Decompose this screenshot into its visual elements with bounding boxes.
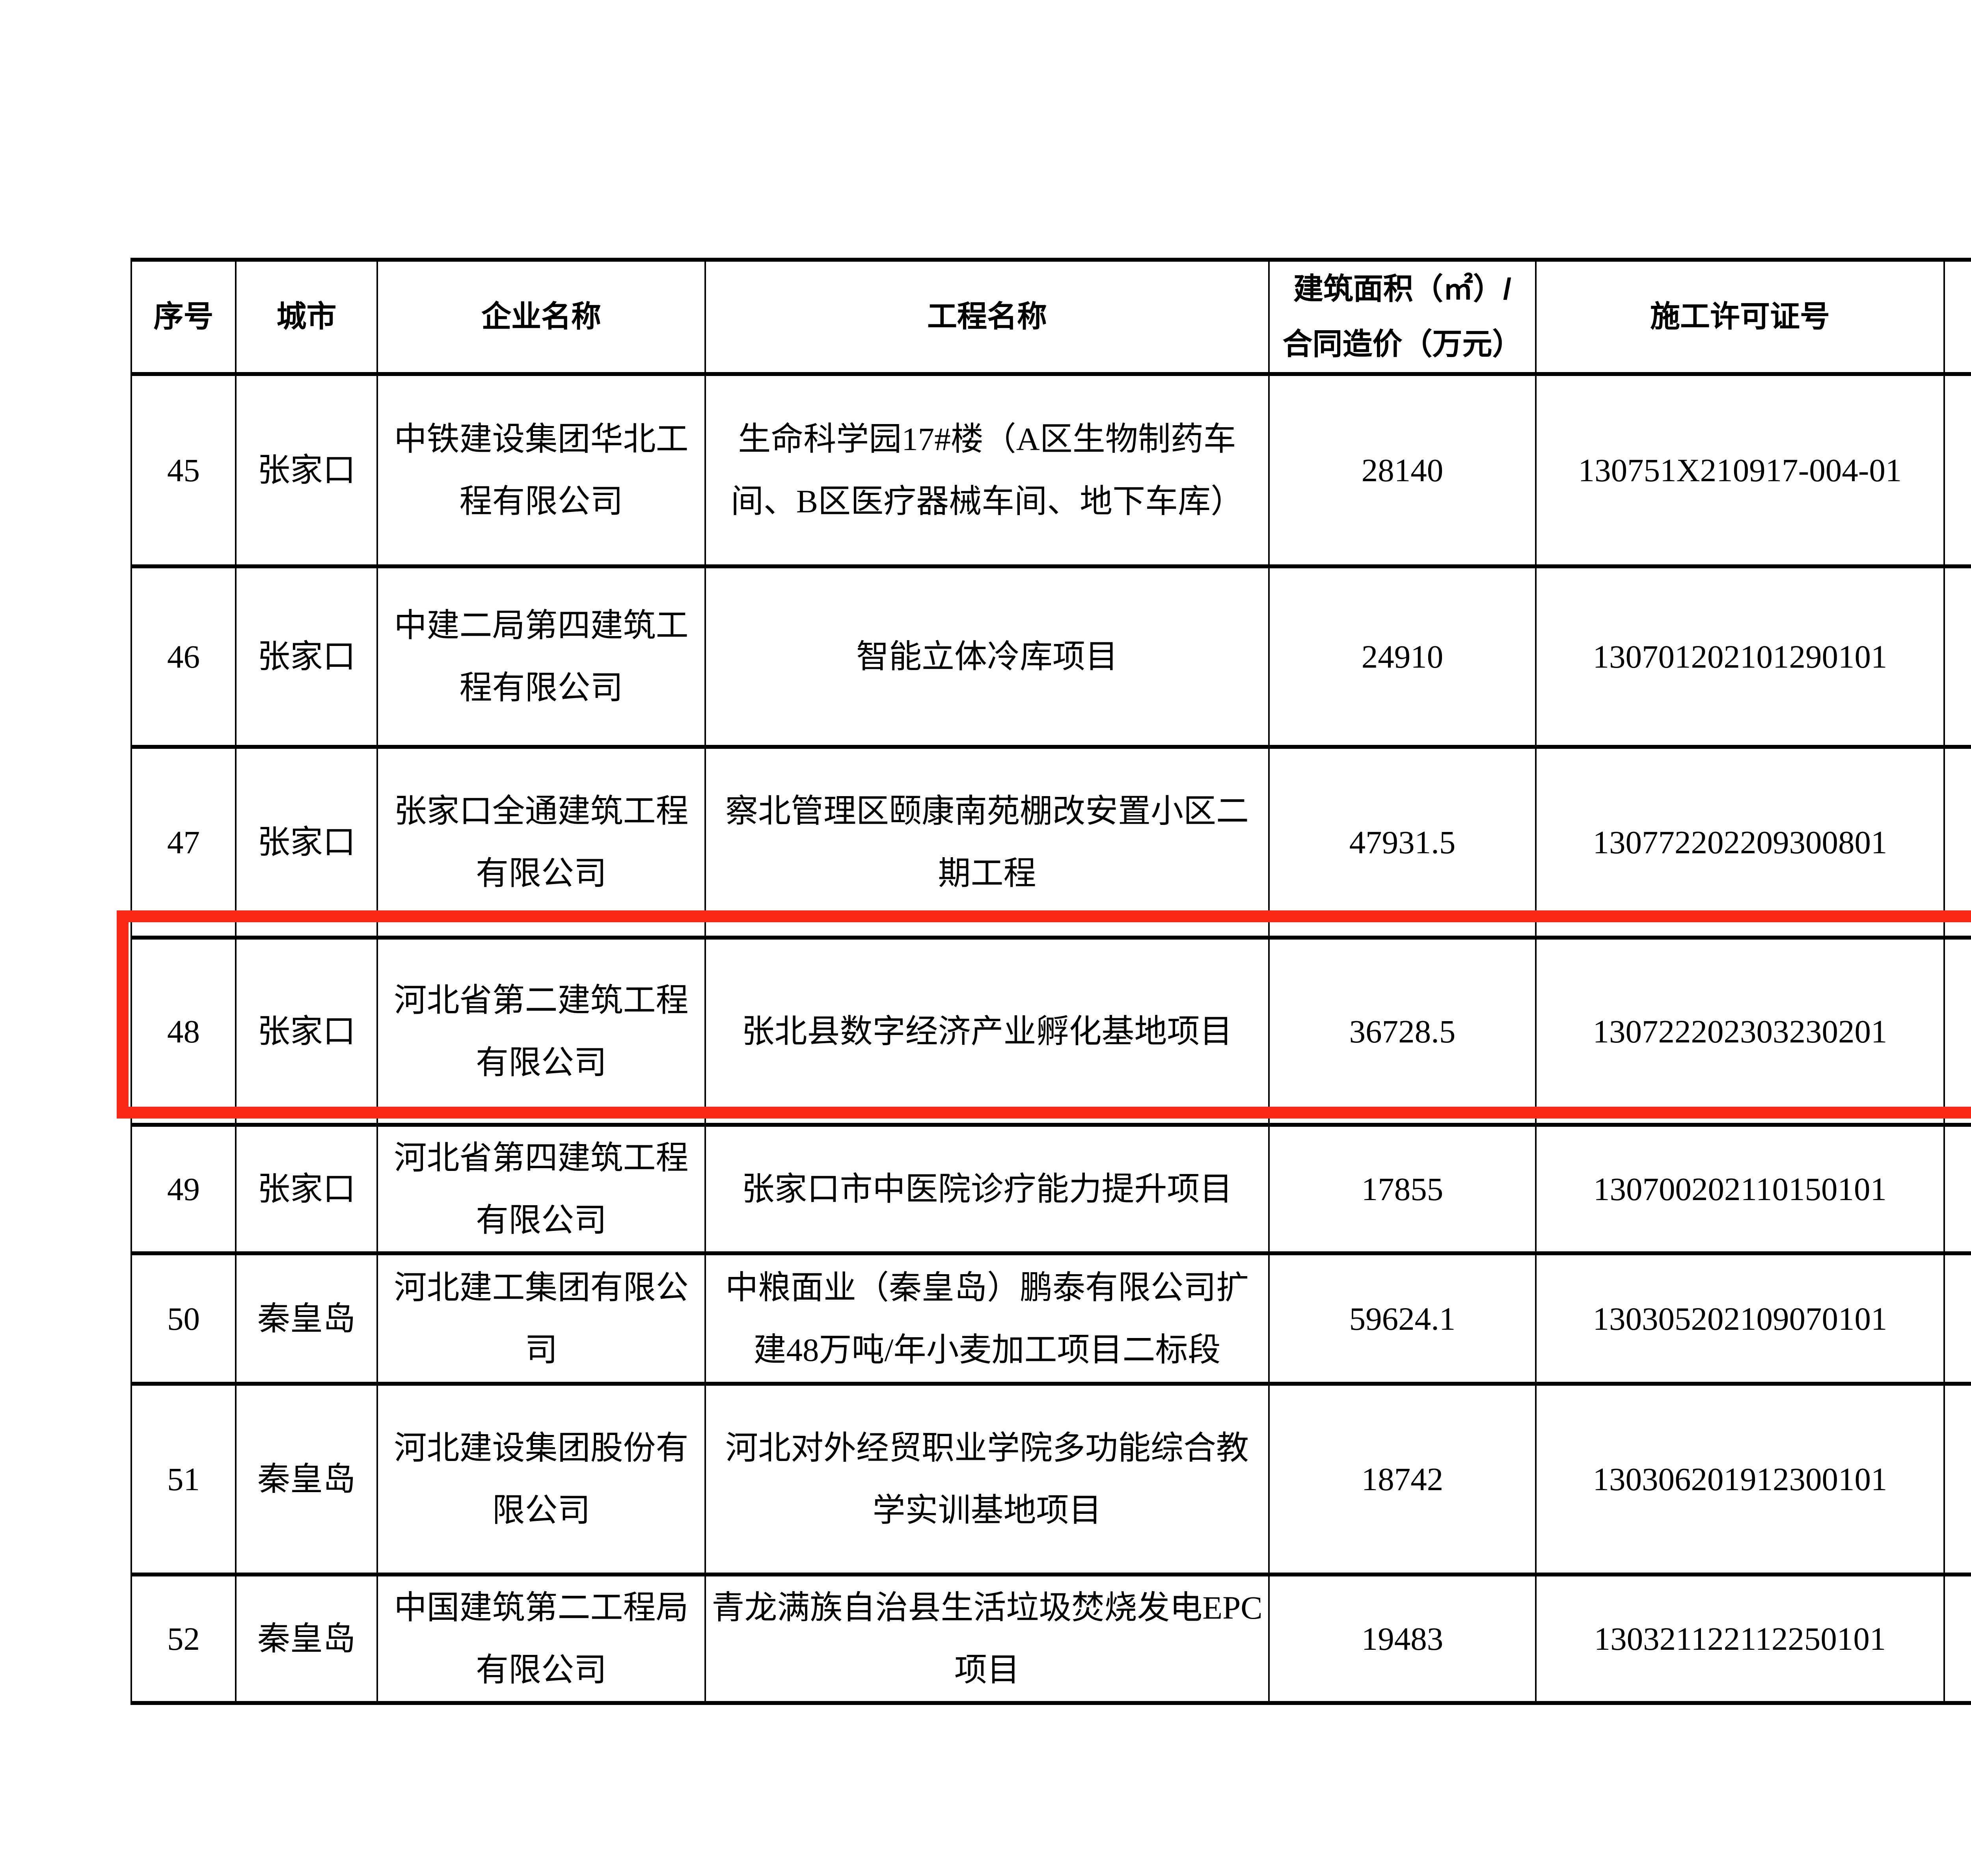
cell-company: 中铁建设集团华北工程有限公司 <box>376 372 706 568</box>
cell-index: 50 <box>130 1251 237 1386</box>
cell-company: 河北建设集团股份有限公司 <box>376 1382 706 1576</box>
cell-permit: 130321122112250101 <box>1535 1573 1945 1705</box>
table-body: 45 张家口 中铁建设集团华北工程有限公司 生命科学园17#楼（A区生物制药车间、B区… <box>130 372 1971 1705</box>
cell-area_cost: 24910 <box>1268 564 1537 749</box>
cell-project: 张家口市中医院诊疗能力提升项目 <box>704 1123 1270 1255</box>
cell-index: 52 <box>130 1573 237 1705</box>
cell-area_cost: 36728.5 <box>1268 936 1537 1127</box>
cell-manager: 姚俊华 <box>1943 1251 1971 1386</box>
cell-project: 张北县数字经济产业孵化基地项目 <box>704 936 1270 1127</box>
cell-area_cost: 19483 <box>1268 1573 1537 1705</box>
cell-manager: 刘若飞 <box>1943 1123 1971 1255</box>
header-permit: 施工许可证号 <box>1535 258 1945 376</box>
cell-area_cost: 28140 <box>1268 372 1537 568</box>
cell-manager: 陈 宇 <box>1943 372 1971 568</box>
table-row-50: 50 秦皇岛 河北建工集团有限公司 中粮面业（秦皇岛）鹏泰有限公司扩建48万吨/年小麦… <box>130 1251 1971 1386</box>
cell-project: 青龙满族自治县生活垃圾焚烧发电EPC项目 <box>704 1573 1270 1705</box>
cell-manager: 樊凯君 <box>1943 1573 1971 1705</box>
cell-city: 张家口 <box>235 564 378 749</box>
cell-project: 中粮面业（秦皇岛）鹏泰有限公司扩建48万吨/年小麦加工项目二标段 <box>704 1251 1270 1386</box>
cell-city: 秦皇岛 <box>235 1251 378 1386</box>
cell-city: 秦皇岛 <box>235 1382 378 1576</box>
cell-manager: 王志清 <box>1943 745 1971 940</box>
cell-index: 46 <box>130 564 237 749</box>
cell-company: 中建二局第四建筑工程有限公司 <box>376 564 706 749</box>
cell-city: 张家口 <box>235 936 378 1127</box>
cell-company: 河北建工集团有限公司 <box>376 1251 706 1386</box>
header-manager: 项目 经理 <box>1943 258 1971 376</box>
cell-city: 张家口 <box>235 745 378 940</box>
cell-company: 河北省第四建筑工程有限公司 <box>376 1123 706 1255</box>
cell-project: 生命科学园17#楼（A区生物制药车间、B区医疗器械车间、地下车库） <box>704 372 1270 568</box>
cell-company: 中国建筑第二工程局有限公司 <box>376 1573 706 1705</box>
cell-permit: 130772202209300801 <box>1535 745 1945 940</box>
cell-permit: 130701202101290101 <box>1535 564 1945 749</box>
table-row-49: 49 张家口 河北省第四建筑工程有限公司 张家口市中医院诊疗能力提升项目 17855 13… <box>130 1123 1971 1255</box>
cell-index: 47 <box>130 745 237 940</box>
cell-city: 秦皇岛 <box>235 1573 378 1705</box>
table-row-45: 45 张家口 中铁建设集团华北工程有限公司 生命科学园17#楼（A区生物制药车间、B区… <box>130 372 1971 568</box>
header-city: 城市 <box>235 258 378 376</box>
cell-company: 张家口全通建筑工程有限公司 <box>376 745 706 940</box>
header-area_cost: 建筑面积（㎡）/ 合同造价（万元） <box>1268 258 1537 376</box>
table-row-51: 51 秦皇岛 河北建设集团股份有限公司 河北对外经贸职业学院多功能综合教学实训基地项目… <box>130 1382 1971 1576</box>
cell-city: 张家口 <box>235 372 378 568</box>
cell-permit: 130305202109070101 <box>1535 1251 1945 1386</box>
table-row-48: 48 张家口 河北省第二建筑工程有限公司 张北县数字经济产业孵化基地项目 36728.5… <box>130 936 1971 1127</box>
cell-area_cost: 18742 <box>1268 1382 1537 1576</box>
cell-manager: 高稳涛 <box>1943 1382 1971 1576</box>
cell-permit: 130700202110150101 <box>1535 1123 1945 1255</box>
header-index: 序号 <box>130 258 237 376</box>
cell-project: 智能立体冷库项目 <box>704 564 1270 749</box>
table-row-46: 46 张家口 中建二局第四建筑工程有限公司 智能立体冷库项目 24910 13070120… <box>130 564 1971 749</box>
cell-manager: 陈 娜 <box>1943 936 1971 1127</box>
cell-area_cost: 17855 <box>1268 1123 1537 1255</box>
cell-project: 察北管理区颐康南苑棚改安置小区二期工程 <box>704 745 1270 940</box>
cell-index: 48 <box>130 936 237 1127</box>
cell-project: 河北对外经贸职业学院多功能综合教学实训基地项目 <box>704 1382 1270 1576</box>
cell-area_cost: 59624.1 <box>1268 1251 1537 1386</box>
cell-permit: 130751X210917-004-01 <box>1535 372 1945 568</box>
cell-index: 49 <box>130 1123 237 1255</box>
table-row-52: 52 秦皇岛 中国建筑第二工程局有限公司 青龙满族自治县生活垃圾焚烧发电EPC项目 19… <box>130 1573 1971 1705</box>
cell-index: 45 <box>130 372 237 568</box>
table-row-47: 47 张家口 张家口全通建筑工程有限公司 察北管理区颐康南苑棚改安置小区二期工程 479… <box>130 745 1971 940</box>
header-project: 工程名称 <box>704 258 1270 376</box>
cell-city: 张家口 <box>235 1123 378 1255</box>
cell-manager: 刘延如 <box>1943 564 1971 749</box>
cell-company: 河北省第二建筑工程有限公司 <box>376 936 706 1127</box>
header-company: 企业名称 <box>376 258 706 376</box>
cell-index: 51 <box>130 1382 237 1576</box>
cell-permit: 130306201912300101 <box>1535 1382 1945 1576</box>
cell-permit: 130722202303230201 <box>1535 936 1945 1127</box>
cell-area_cost: 47931.5 <box>1268 745 1537 940</box>
